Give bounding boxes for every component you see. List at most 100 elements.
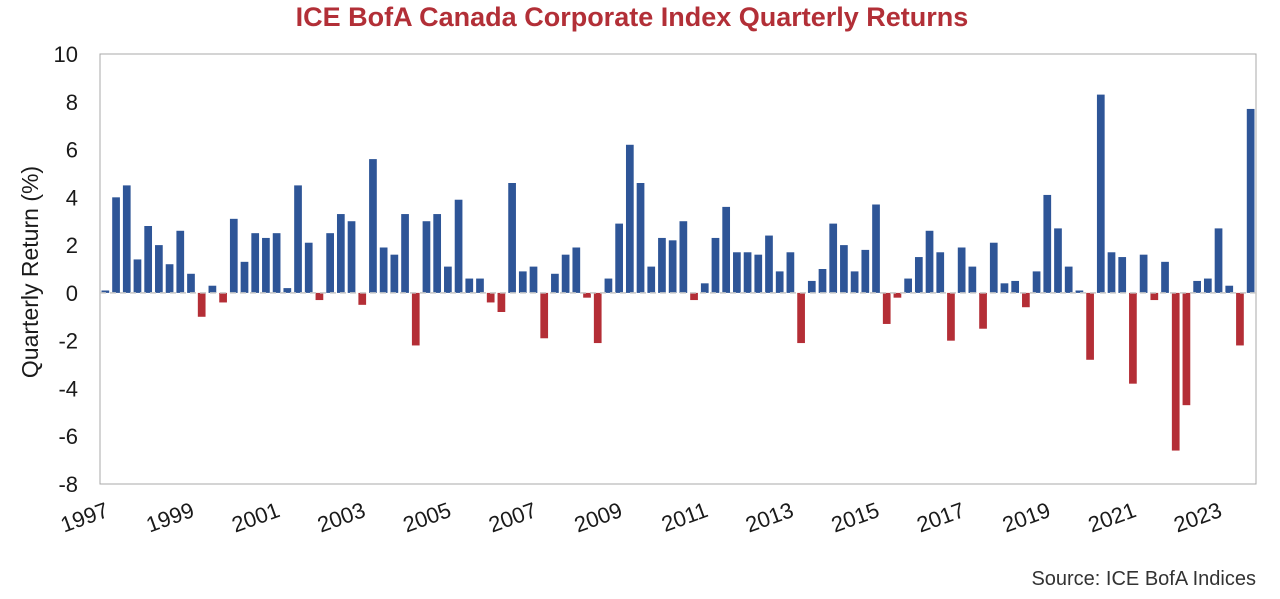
bar (936, 252, 945, 293)
bar (947, 292, 955, 341)
bar (636, 183, 645, 293)
bar (112, 197, 120, 293)
x-tick-label: 2015 (828, 497, 883, 537)
bar (733, 252, 741, 293)
bar (1022, 292, 1030, 308)
bar (486, 292, 495, 303)
bar (133, 259, 142, 293)
bar (775, 271, 784, 293)
bar (615, 223, 623, 293)
x-tick-label: 1997 (57, 497, 112, 537)
bar (625, 144, 634, 293)
plot-frame (99, 53, 1257, 485)
bar (818, 269, 827, 293)
bar (369, 159, 377, 293)
bar (401, 214, 409, 293)
y-tick-label: 8 (66, 90, 78, 115)
bar (1225, 285, 1234, 293)
bar (1246, 108, 1255, 293)
x-tick-label: 2021 (1085, 497, 1140, 537)
bar (957, 247, 966, 293)
x-tick-label: 2005 (400, 497, 455, 537)
bar (540, 292, 549, 339)
bar (336, 214, 345, 293)
bar (561, 254, 570, 293)
bar (315, 292, 324, 301)
y-tick-label: 2 (66, 233, 78, 258)
chart-title: ICE BofA Canada Corporate Index Quarterl… (295, 2, 969, 32)
bar (272, 233, 281, 293)
bar (304, 242, 313, 293)
bar (1193, 280, 1201, 293)
bar (433, 214, 442, 293)
bar (422, 221, 431, 293)
y-tick-label: -2 (58, 329, 78, 354)
x-tick-label: 2007 (485, 497, 540, 537)
x-tick-label: 2023 (1170, 497, 1225, 537)
bar (658, 237, 666, 293)
y-axis-title: Quarterly Return (%) (17, 166, 43, 378)
y-tick-label: 6 (66, 138, 78, 163)
bar (647, 266, 656, 293)
bar (465, 278, 474, 293)
bar (882, 292, 891, 324)
bar (208, 285, 217, 293)
bar (797, 292, 805, 344)
bar (197, 292, 206, 317)
bar (668, 240, 677, 293)
bar (411, 292, 420, 346)
bar (551, 273, 559, 293)
bar (968, 266, 977, 293)
y-tick-label: 0 (66, 281, 78, 306)
bar (1107, 252, 1116, 293)
plot-border (99, 53, 1257, 485)
bar (1075, 290, 1084, 293)
x-tick-label: 2001 (228, 497, 283, 537)
bar (743, 252, 752, 293)
source-note: Source: ICE BofA Indices (1031, 568, 1256, 590)
bar (1064, 266, 1073, 293)
bar (1182, 292, 1191, 406)
y-tick-label: -4 (58, 376, 78, 401)
bar (1000, 283, 1009, 293)
bar (904, 278, 912, 293)
bar (850, 271, 859, 293)
bar (229, 218, 238, 293)
y-tick-label: -8 (58, 472, 78, 497)
bar (1203, 278, 1212, 293)
bar (1139, 254, 1148, 293)
bar (1171, 292, 1180, 451)
bar (700, 283, 709, 293)
bar (454, 199, 463, 293)
bar (101, 290, 110, 293)
bar (1011, 280, 1020, 293)
bar (1054, 228, 1062, 293)
bar (1096, 94, 1105, 293)
bar (1150, 292, 1159, 301)
bar (144, 226, 153, 293)
bar (722, 206, 731, 293)
bar (679, 221, 688, 293)
bar (219, 292, 227, 303)
bar (240, 261, 249, 293)
bar (840, 245, 848, 293)
y-tick-label: -6 (58, 424, 78, 449)
y-tick-label: 4 (66, 185, 78, 210)
bar (294, 185, 302, 293)
bar (326, 233, 334, 293)
bar (283, 288, 292, 293)
bar (1043, 194, 1052, 293)
bar (1032, 271, 1041, 293)
bar (572, 247, 581, 293)
x-tick-label: 2009 (571, 497, 626, 537)
bar (251, 233, 260, 293)
x-tick-label: 2019 (999, 497, 1054, 537)
bar (786, 252, 795, 293)
bar (604, 278, 613, 293)
bar (593, 292, 602, 344)
bar (583, 292, 591, 298)
bar (1236, 292, 1244, 346)
bar (529, 266, 538, 293)
x-tick-label: 2013 (742, 497, 797, 537)
